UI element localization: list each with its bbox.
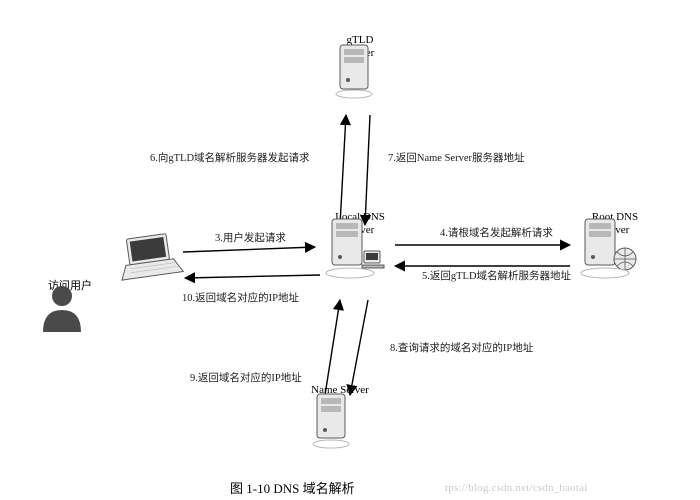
edge-e9 — [325, 300, 340, 395]
edge-label-5: 5.返回gTLD域名解析服务器地址 — [422, 268, 571, 283]
edge-label-8: 8.查询请求的域名对应的IP地址 — [390, 340, 533, 355]
server-icon — [305, 390, 360, 455]
edge-label-7: 7.返回Name Server服务器地址 — [388, 150, 524, 165]
figure-caption: 图 1-10 DNS 域名解析 — [230, 478, 355, 497]
watermark-text: tps://blog.csdn.net/csdn_baotai — [445, 482, 587, 494]
edge-e7 — [365, 115, 370, 225]
edge-e3 — [183, 247, 315, 252]
edge-label-10: 10.返回域名对应的IP地址 — [182, 290, 299, 305]
edge-label-4: 4.请根域名发起解析请求 — [440, 225, 553, 240]
node-root-dns-server: Root DNSServer — [575, 215, 655, 236]
edge-e8 — [350, 300, 368, 395]
laptop-icon — [115, 230, 185, 285]
edge-label-3: 3.用户发起请求 — [215, 230, 286, 245]
node-gtld-server: gTLDServer — [330, 40, 390, 59]
dns-diagram: { "type": "network", "canvas": { "w": 70… — [0, 0, 700, 500]
edge-e10 — [185, 275, 320, 278]
node-name-server: Name Server — [305, 390, 375, 397]
node-local-dns-server: Local DNSServer — [320, 215, 400, 236]
server-icon — [330, 40, 380, 105]
edge-label-9: 9.返回域名对应的IP地址 — [190, 370, 302, 385]
node-user: 访问用户 — [35, 280, 105, 293]
user-icon — [35, 280, 90, 340]
server-globe-icon — [575, 215, 645, 285]
server-desk-icon — [320, 215, 390, 285]
edge-label-6: 6.向gTLD域名解析服务器发起请求 — [150, 150, 310, 165]
edge-e6 — [340, 115, 346, 225]
